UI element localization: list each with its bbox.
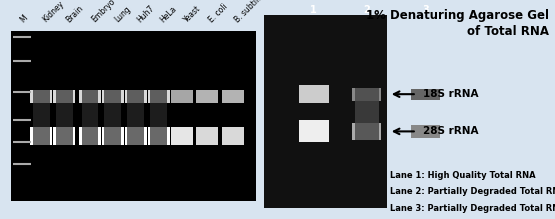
Bar xyxy=(352,88,381,101)
Bar xyxy=(222,127,244,145)
Text: Lane 2: Partially Degraded Total RNA: Lane 2: Partially Degraded Total RNA xyxy=(390,187,555,196)
Text: Lane 1: High Quality Total RNA: Lane 1: High Quality Total RNA xyxy=(390,171,536,180)
Bar xyxy=(11,31,256,201)
Text: Lung: Lung xyxy=(113,4,133,24)
Text: 1% Denaturing Agarose Gel
of Total RNA: 1% Denaturing Agarose Gel of Total RNA xyxy=(366,9,549,38)
Bar xyxy=(56,90,73,145)
Text: Lane 3: Partially Degraded Total RNA: Lane 3: Partially Degraded Total RNA xyxy=(390,204,555,213)
Bar xyxy=(102,90,124,103)
Bar xyxy=(264,15,387,208)
Bar xyxy=(299,85,329,103)
Text: 18S rRNA: 18S rRNA xyxy=(423,89,478,99)
Text: B. subtilis: B. subtilis xyxy=(233,0,266,24)
Text: Embryo: Embryo xyxy=(90,0,117,24)
Text: 1: 1 xyxy=(310,5,317,15)
Text: Kidney: Kidney xyxy=(41,0,66,24)
Bar xyxy=(31,127,52,145)
Bar xyxy=(33,90,49,145)
Text: E. coli: E. coli xyxy=(207,2,230,24)
Bar xyxy=(148,127,170,145)
Text: HeLa: HeLa xyxy=(159,4,179,24)
Text: Brain: Brain xyxy=(64,4,85,24)
Text: 3: 3 xyxy=(422,5,429,15)
Bar xyxy=(104,90,121,145)
Bar xyxy=(125,90,147,103)
Bar xyxy=(128,90,144,145)
Text: 28S rRNA: 28S rRNA xyxy=(423,126,478,136)
Text: Yeast: Yeast xyxy=(181,4,203,24)
Bar xyxy=(148,90,170,103)
Bar xyxy=(299,120,329,142)
Bar xyxy=(79,127,100,145)
Bar xyxy=(411,125,440,138)
Bar xyxy=(171,127,193,145)
Bar xyxy=(53,127,75,145)
Bar xyxy=(222,90,244,103)
Bar xyxy=(196,127,218,145)
Bar xyxy=(171,90,193,103)
Bar xyxy=(82,90,98,145)
Bar xyxy=(196,90,218,103)
Bar xyxy=(352,123,381,140)
Bar xyxy=(150,90,167,145)
Bar xyxy=(53,90,75,103)
Bar xyxy=(125,127,147,145)
Bar xyxy=(102,127,124,145)
Bar xyxy=(79,90,100,103)
Text: M: M xyxy=(18,13,29,24)
Bar xyxy=(355,88,379,140)
Bar xyxy=(411,89,440,100)
Text: Huh7: Huh7 xyxy=(136,3,157,24)
Text: 2: 2 xyxy=(364,5,370,15)
Bar xyxy=(31,90,52,103)
